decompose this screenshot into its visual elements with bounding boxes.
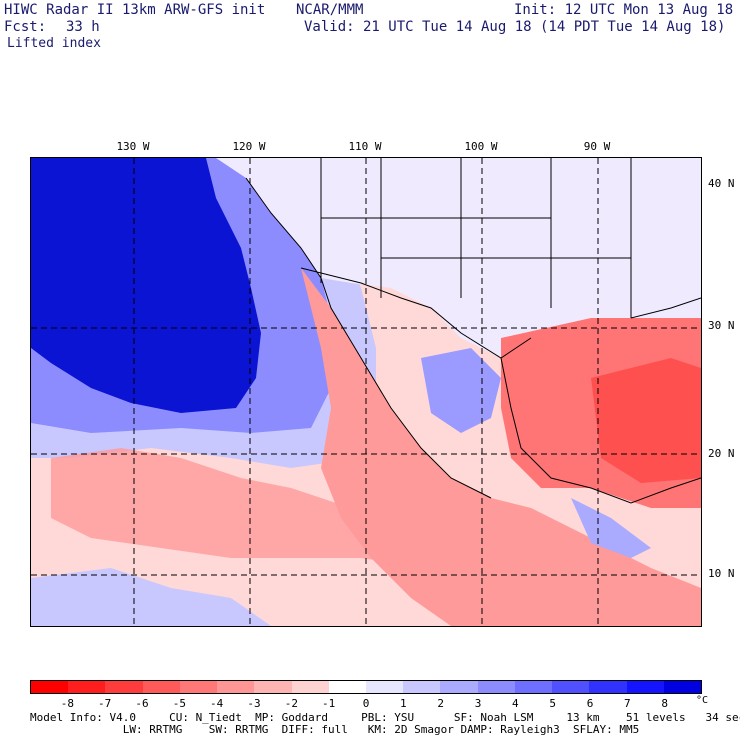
itcz-band xyxy=(51,448,451,568)
colorbar-tick: 3 xyxy=(474,697,482,710)
colorbar-tick: -4 xyxy=(210,697,224,710)
colorbar xyxy=(30,680,702,694)
colorbar-tick: -2 xyxy=(284,697,298,710)
colorbar-swatch xyxy=(142,681,180,693)
colorbar-swatch xyxy=(403,681,441,693)
init-time: Init: 12 UTC Mon 13 Aug 18 xyxy=(514,2,734,18)
model-info-line1: Model Info: V4.0 CU: N_Tiedt MP: Goddard… xyxy=(30,711,740,724)
colorbar-swatch xyxy=(552,681,590,693)
colorbar-swatch xyxy=(328,681,366,693)
forecast-label: Fcst: xyxy=(4,19,47,35)
colorbar-swatch xyxy=(254,681,292,693)
colorbar-tick: 7 xyxy=(624,697,631,710)
lat-label: 20 N xyxy=(708,447,735,460)
colorbar-swatch xyxy=(68,681,106,693)
pacific-ocean-stable xyxy=(31,158,261,413)
colorbar-tick: 6 xyxy=(586,697,594,710)
forecast-hour: 33 h xyxy=(66,19,100,35)
lat-label: 40 N xyxy=(708,177,735,190)
lon-label: 120 W xyxy=(232,140,266,153)
lon-label: 90 W xyxy=(583,140,611,153)
org-label: NCAR/MMM xyxy=(296,2,364,18)
lat-label: 10 N xyxy=(708,567,735,580)
valid-time: Valid: 21 UTC Tue 14 Aug 18 (14 PDT Tue … xyxy=(304,19,726,35)
colorbar-swatch xyxy=(217,681,255,693)
colorbar-swatch xyxy=(179,681,218,693)
colorbar-tick: 2 xyxy=(437,697,444,710)
colorbar-tick: 1 xyxy=(400,697,407,710)
lon-label: 100 W xyxy=(464,140,498,153)
colorbar-tick: 5 xyxy=(549,697,556,710)
south-pacific-stable xyxy=(31,568,271,626)
lifted-index-map[interactable] xyxy=(30,157,702,627)
boundaries xyxy=(245,158,701,504)
model-title: HIWC Radar II 13km ARW-GFS init xyxy=(4,2,266,18)
colorbar-swatch xyxy=(291,681,329,693)
graticule xyxy=(31,158,701,626)
lon-label: 110 W xyxy=(348,140,382,153)
field-name: Lifted index xyxy=(7,36,101,51)
colorbar-tick: 0 xyxy=(362,697,370,710)
colorbar-swatch xyxy=(589,681,627,693)
unit-label: °C xyxy=(696,695,709,706)
colorbar-tick: -3 xyxy=(247,697,261,710)
colorbar-swatch xyxy=(663,681,701,693)
colorbar-swatch xyxy=(626,681,664,693)
colorbar-swatch xyxy=(514,681,553,693)
pacific-stable xyxy=(571,498,651,558)
colorbar-tick: 4 xyxy=(512,697,519,710)
map-canvas xyxy=(31,158,701,626)
colorbar-tick: -6 xyxy=(135,697,149,710)
colorbar-swatch xyxy=(440,681,478,693)
lon-label: 130 W xyxy=(116,140,150,153)
colorbar-tick: -8 xyxy=(60,697,74,710)
colorbar-tick: -1 xyxy=(322,697,336,710)
colorbar-tick: 8 xyxy=(661,697,668,710)
caribbean-unstable xyxy=(591,358,701,483)
lat-label: 30 N xyxy=(708,319,735,332)
colorbar-tick: -5 xyxy=(172,697,186,710)
colorbar-swatch xyxy=(105,681,143,693)
colorbar-swatch xyxy=(477,681,515,693)
colorbar-swatch xyxy=(31,681,69,693)
colorbar-swatch xyxy=(365,681,404,693)
model-info-line2: LW: RRTMG SW: RRTMG DIFF: full KM: 2D Sm… xyxy=(30,723,640,736)
plateau-stable xyxy=(421,348,501,433)
colorbar-tick: -7 xyxy=(98,697,112,710)
